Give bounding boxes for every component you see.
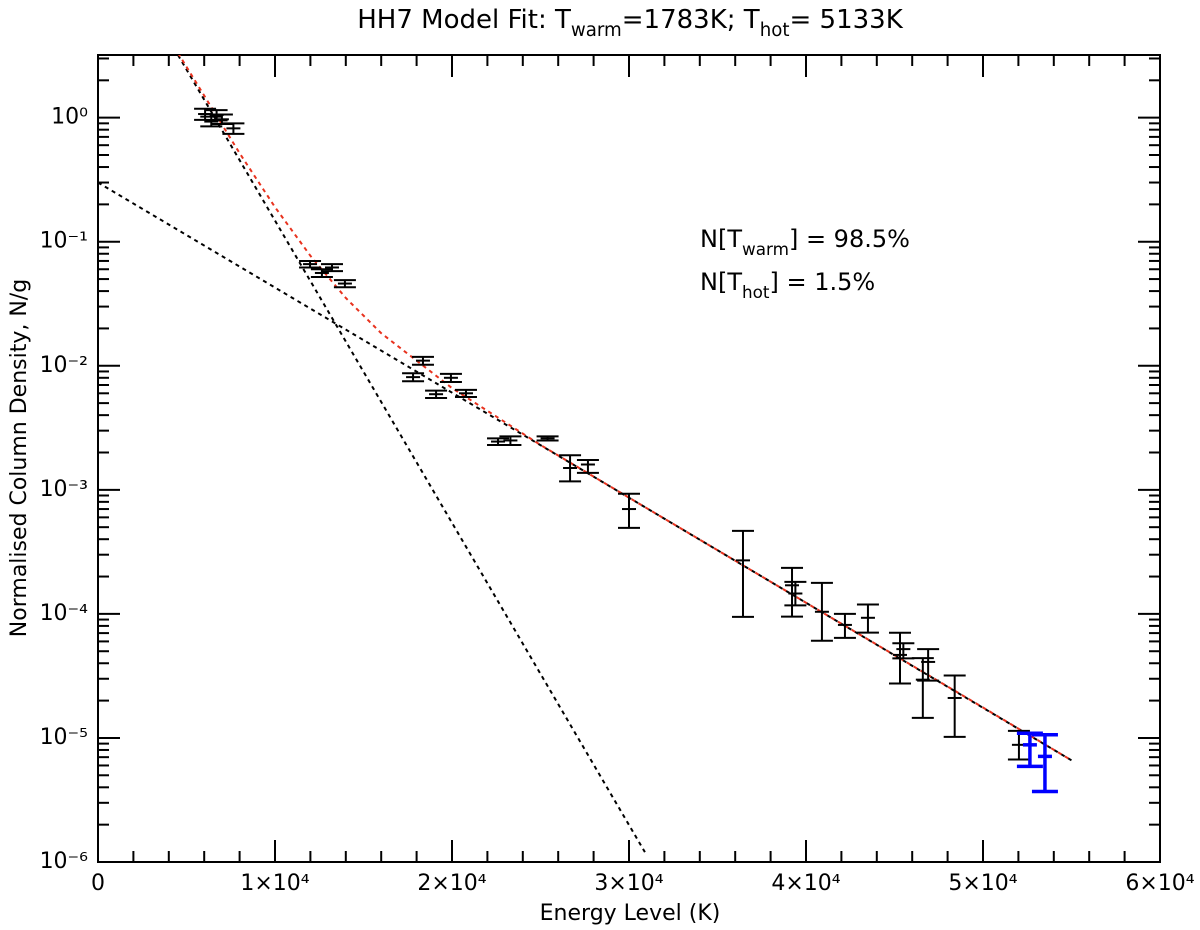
y-tick-label: 10⁻³ xyxy=(40,477,88,502)
y-tick-label: 10⁻⁶ xyxy=(40,849,89,874)
plot-area xyxy=(98,55,1073,853)
error-bar xyxy=(731,529,754,618)
error-bar xyxy=(917,648,940,682)
error-bar xyxy=(1031,733,1058,794)
x-axis-label: Energy Level (K) xyxy=(540,901,721,926)
y-tick-label: 10⁻¹ xyxy=(40,229,88,254)
x-tick-label: 2×10⁴ xyxy=(417,871,486,896)
text-part: warm xyxy=(571,20,622,41)
text-part: HH7 Model Fit: T xyxy=(357,5,571,35)
model-line xyxy=(178,55,1073,762)
text-part: warm xyxy=(742,239,789,259)
annotation: N[Thot] = 1.5% xyxy=(700,268,875,302)
text-part: ] = 98.5% xyxy=(789,225,910,253)
error-bar xyxy=(943,674,966,738)
y-tick-label: 10⁻² xyxy=(40,353,88,378)
text-part: hot xyxy=(760,20,790,41)
text-part: ] = 1.5% xyxy=(769,268,875,296)
x-tick-label: 0 xyxy=(91,871,105,896)
text-part: hot xyxy=(742,282,770,302)
annotation: N[Twarm] = 98.5% xyxy=(700,225,910,259)
text-part: = 5133K xyxy=(789,5,903,35)
x-tick-label: 6×10⁴ xyxy=(1125,871,1194,896)
plot-frame xyxy=(97,54,1161,863)
text-part: =1783K; T xyxy=(622,5,760,35)
y-axis-label: Normalised Column Density, N/g xyxy=(7,279,32,637)
error-bar xyxy=(618,492,640,529)
error-bar xyxy=(1016,731,1043,769)
x-tick-label: 3×10⁴ xyxy=(594,871,663,896)
error-bar xyxy=(576,458,599,474)
y-tick-label: 10⁰ xyxy=(51,105,88,130)
x-tick-label: 5×10⁴ xyxy=(948,871,1017,896)
chart-title: HH7 Model Fit: Twarm=1783K; Thot= 5133K xyxy=(357,5,903,41)
error-bar xyxy=(781,566,804,618)
text-part: N[T xyxy=(700,268,742,296)
text-part: N[T xyxy=(700,225,742,253)
error-bar xyxy=(911,657,934,719)
error-bar xyxy=(892,642,915,660)
x-tick-label: 4×10⁴ xyxy=(771,871,840,896)
x-tick-label: 1×10⁴ xyxy=(240,871,309,896)
model-line xyxy=(177,55,646,853)
y-tick-label: 10⁻⁵ xyxy=(40,725,88,750)
y-tick-label: 10⁻⁴ xyxy=(40,601,89,626)
